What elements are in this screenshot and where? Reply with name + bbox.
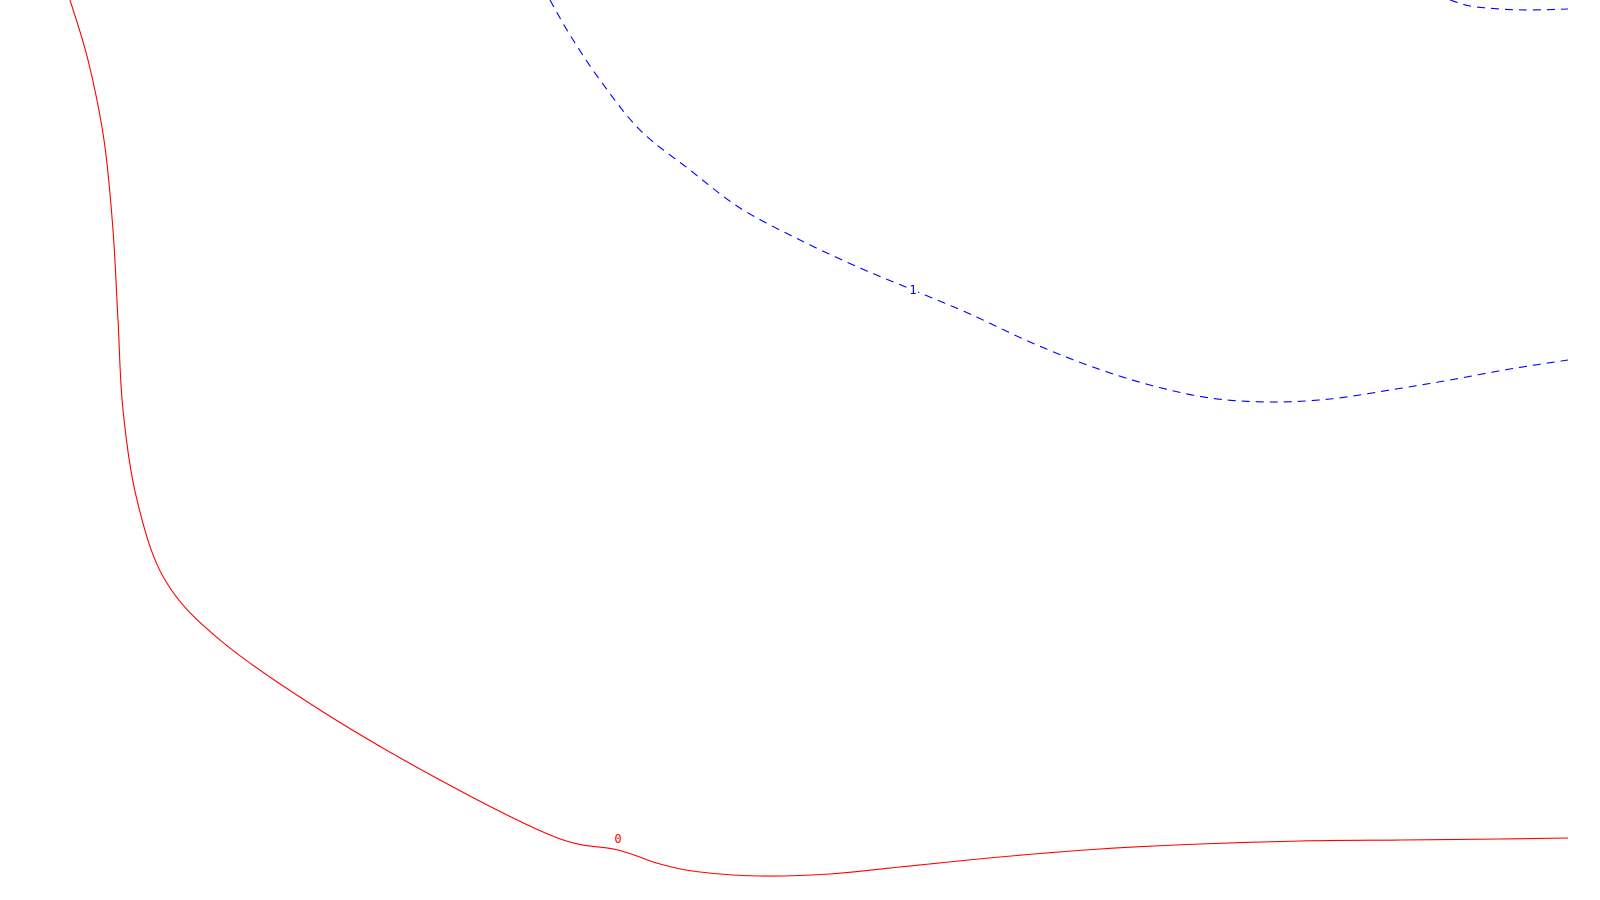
contour-line-segment-2 [1449,0,1569,11]
contour-label-1: 1 [909,283,916,297]
contour-lines [69,0,1569,877]
contour-labels: 01 [613,283,918,846]
contour-line-1 [549,0,1569,403]
contour-label-background [908,283,918,297]
contour-label-0: 0 [614,832,621,846]
contour-line-0 [69,0,1569,877]
contour-label-background [613,832,623,846]
